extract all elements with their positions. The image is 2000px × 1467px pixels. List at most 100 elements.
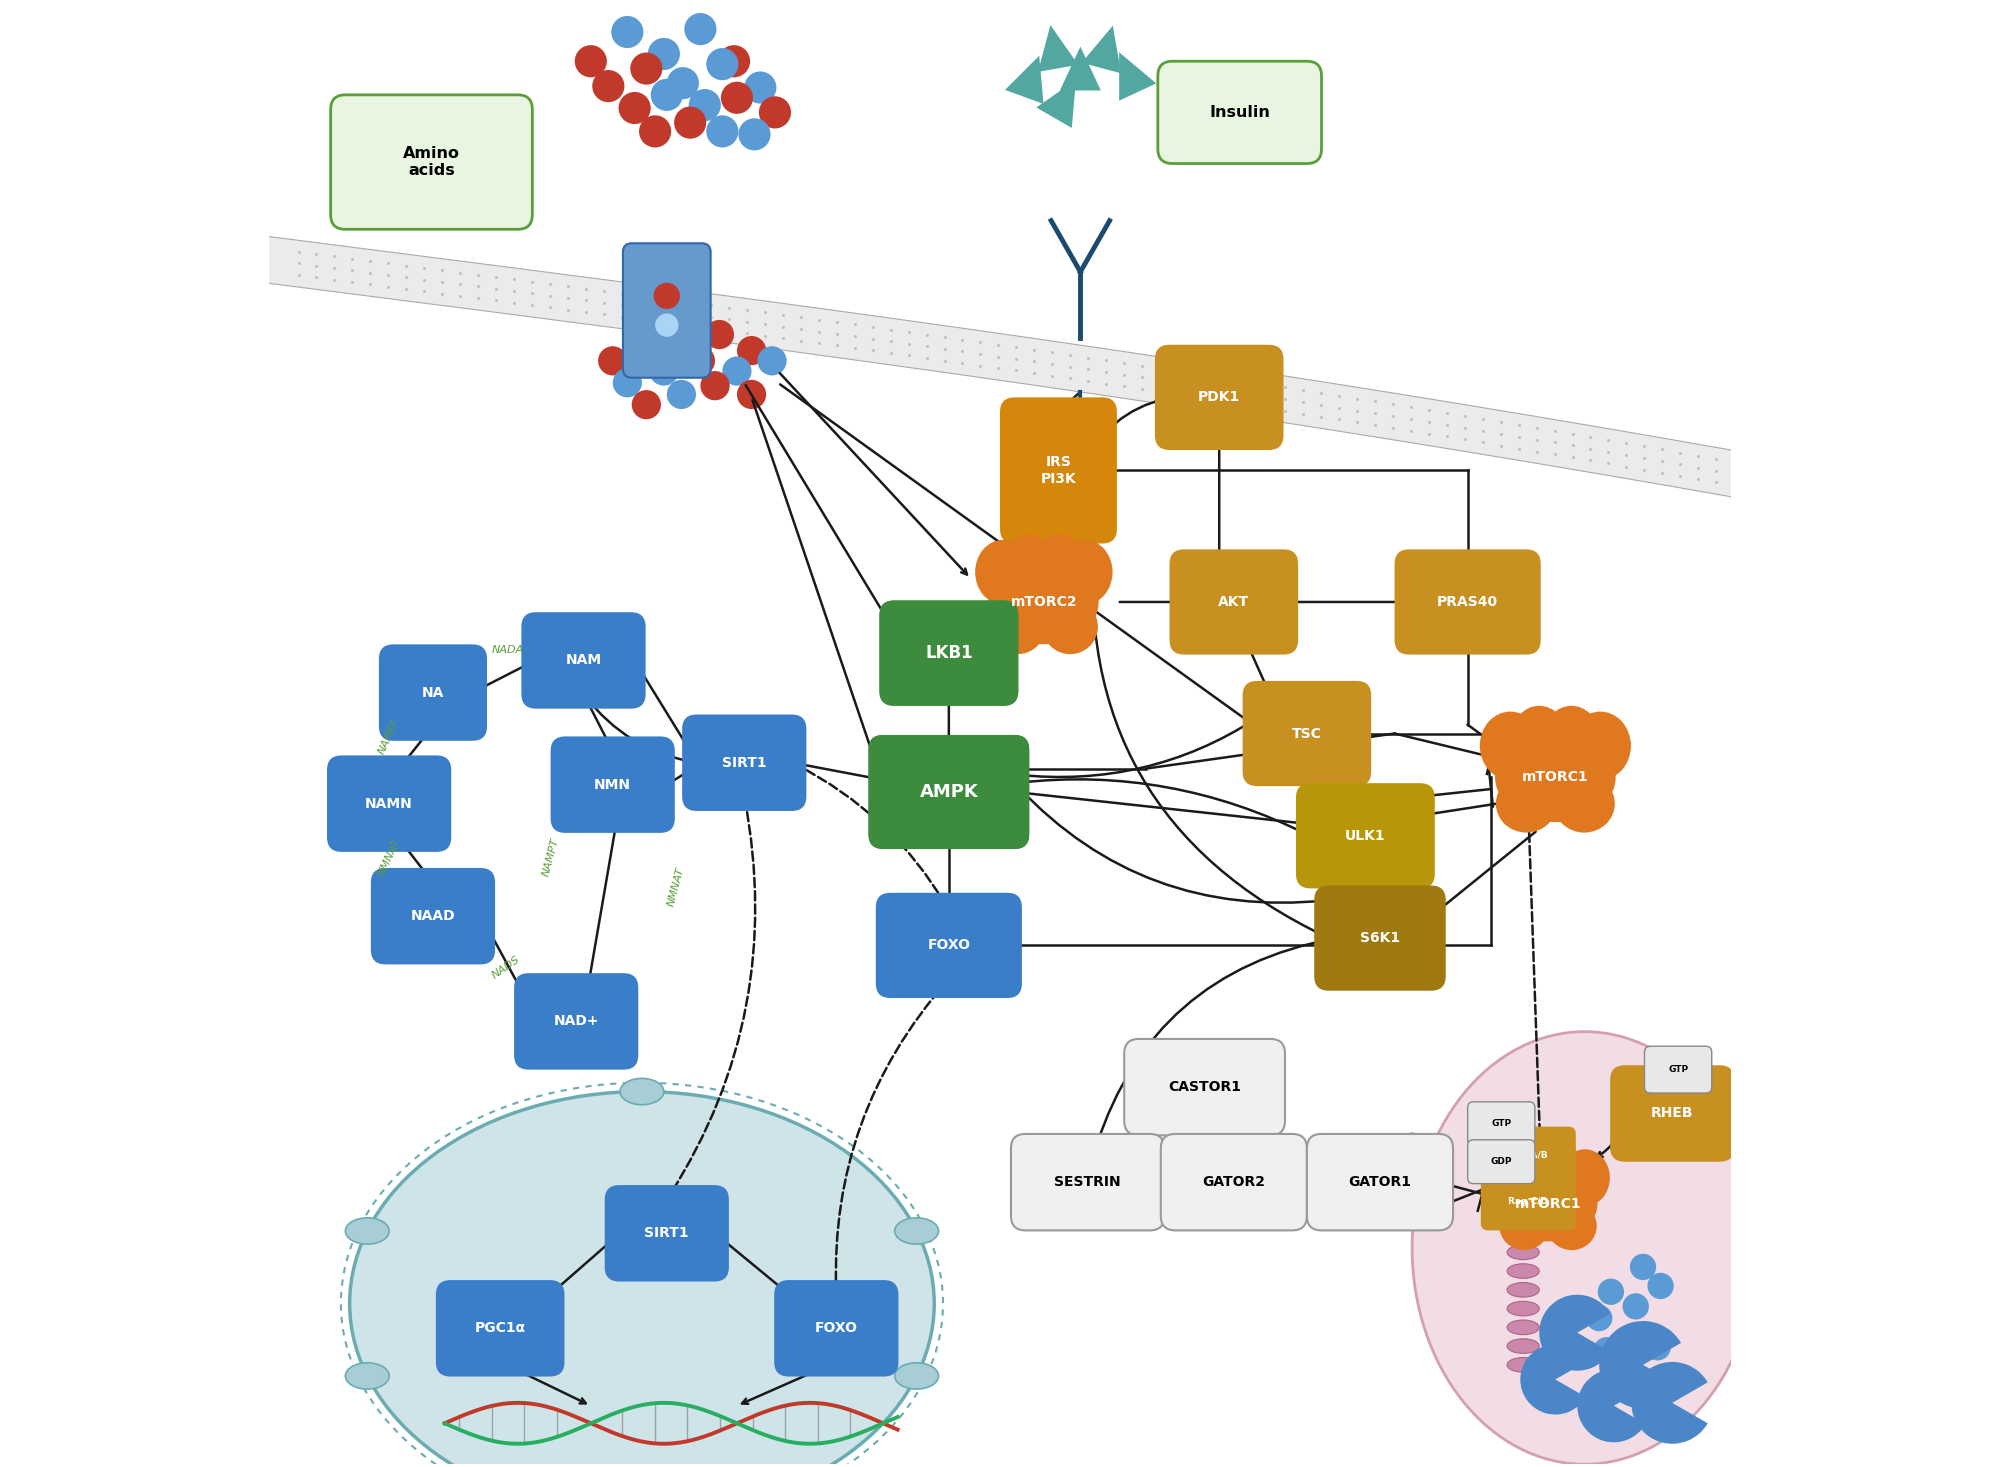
Circle shape bbox=[738, 119, 770, 151]
Text: RHEB: RHEB bbox=[1652, 1106, 1694, 1121]
Circle shape bbox=[1242, 1105, 1260, 1122]
Polygon shape bbox=[270, 236, 1730, 497]
Text: IRS
PI3K: IRS PI3K bbox=[1040, 455, 1076, 486]
Text: ULK1: ULK1 bbox=[1346, 829, 1386, 844]
Circle shape bbox=[1392, 1147, 1412, 1168]
Circle shape bbox=[1630, 1254, 1656, 1281]
FancyBboxPatch shape bbox=[880, 600, 1018, 706]
Text: NADA: NADA bbox=[492, 645, 524, 656]
Circle shape bbox=[674, 107, 706, 139]
Ellipse shape bbox=[1496, 775, 1556, 833]
Ellipse shape bbox=[1042, 600, 1098, 654]
Text: AKT: AKT bbox=[1218, 596, 1250, 609]
Circle shape bbox=[1210, 1099, 1228, 1116]
Circle shape bbox=[684, 13, 716, 45]
Ellipse shape bbox=[1508, 1357, 1540, 1372]
Text: NAMPT: NAMPT bbox=[542, 838, 562, 877]
Polygon shape bbox=[1120, 53, 1156, 101]
Polygon shape bbox=[1038, 25, 1078, 72]
FancyBboxPatch shape bbox=[1644, 1046, 1712, 1093]
Circle shape bbox=[720, 82, 754, 114]
FancyBboxPatch shape bbox=[876, 893, 1022, 998]
Circle shape bbox=[648, 38, 680, 70]
Text: PDK1: PDK1 bbox=[1198, 390, 1240, 405]
Circle shape bbox=[634, 327, 664, 356]
Ellipse shape bbox=[1508, 1339, 1540, 1354]
Text: PRAS40: PRAS40 bbox=[1438, 596, 1498, 609]
Text: LKB1: LKB1 bbox=[928, 645, 968, 660]
Polygon shape bbox=[1036, 79, 1076, 128]
FancyBboxPatch shape bbox=[514, 973, 638, 1069]
Circle shape bbox=[1598, 1279, 1624, 1306]
Ellipse shape bbox=[1508, 1263, 1540, 1278]
Text: Amino
acids: Amino acids bbox=[402, 145, 460, 179]
Ellipse shape bbox=[1500, 1201, 1550, 1250]
FancyBboxPatch shape bbox=[1124, 1039, 1284, 1135]
Wedge shape bbox=[1540, 1295, 1610, 1370]
Ellipse shape bbox=[1546, 1201, 1596, 1250]
Circle shape bbox=[612, 368, 642, 398]
Polygon shape bbox=[1060, 47, 1100, 91]
Ellipse shape bbox=[1412, 1031, 1758, 1464]
Text: Rag C/D: Rag C/D bbox=[1508, 1197, 1548, 1206]
FancyBboxPatch shape bbox=[868, 735, 1030, 849]
Circle shape bbox=[736, 380, 766, 409]
Text: GATOR1: GATOR1 bbox=[1348, 1175, 1412, 1190]
Ellipse shape bbox=[1004, 534, 1054, 594]
Ellipse shape bbox=[1560, 1149, 1610, 1206]
Ellipse shape bbox=[346, 1218, 390, 1244]
Text: NAM: NAM bbox=[566, 653, 602, 667]
Text: NAD+: NAD+ bbox=[554, 1014, 598, 1028]
FancyBboxPatch shape bbox=[1306, 1134, 1454, 1231]
Text: NMN: NMN bbox=[594, 778, 632, 792]
FancyBboxPatch shape bbox=[370, 868, 496, 964]
Ellipse shape bbox=[620, 1078, 664, 1105]
Text: Insulin: Insulin bbox=[1210, 104, 1270, 120]
Circle shape bbox=[632, 390, 660, 420]
Circle shape bbox=[666, 380, 696, 409]
Text: NAAD: NAAD bbox=[410, 910, 456, 923]
Ellipse shape bbox=[1508, 1320, 1540, 1335]
FancyBboxPatch shape bbox=[1170, 549, 1298, 654]
Circle shape bbox=[1644, 1334, 1670, 1360]
Text: AMPK: AMPK bbox=[920, 783, 978, 801]
Circle shape bbox=[650, 356, 678, 386]
Text: GATOR2: GATOR2 bbox=[1202, 1175, 1266, 1190]
Text: GTP: GTP bbox=[1492, 1119, 1512, 1128]
Circle shape bbox=[688, 89, 720, 122]
Wedge shape bbox=[1520, 1344, 1586, 1414]
Ellipse shape bbox=[350, 1091, 934, 1467]
Text: CASTOR1: CASTOR1 bbox=[1168, 1080, 1242, 1094]
Circle shape bbox=[700, 371, 730, 400]
Circle shape bbox=[758, 97, 792, 129]
FancyBboxPatch shape bbox=[1242, 681, 1372, 786]
Wedge shape bbox=[1600, 1320, 1682, 1408]
FancyBboxPatch shape bbox=[378, 644, 488, 741]
Text: NAMN: NAMN bbox=[366, 797, 412, 811]
Text: mTORC1: mTORC1 bbox=[1522, 770, 1588, 785]
Circle shape bbox=[722, 356, 752, 386]
Ellipse shape bbox=[1498, 1166, 1598, 1241]
Circle shape bbox=[1622, 1294, 1648, 1319]
Text: NA: NA bbox=[422, 685, 444, 700]
Text: mTORC1: mTORC1 bbox=[1514, 1197, 1582, 1212]
FancyBboxPatch shape bbox=[436, 1281, 564, 1376]
FancyBboxPatch shape bbox=[330, 95, 532, 229]
Circle shape bbox=[1432, 1144, 1454, 1165]
Circle shape bbox=[1414, 1162, 1434, 1182]
Ellipse shape bbox=[1032, 534, 1084, 594]
Circle shape bbox=[668, 339, 698, 368]
Circle shape bbox=[666, 67, 698, 100]
FancyBboxPatch shape bbox=[1468, 1140, 1534, 1184]
Circle shape bbox=[1226, 1090, 1242, 1108]
Text: SESTRIN: SESTRIN bbox=[1054, 1175, 1120, 1190]
Circle shape bbox=[640, 116, 672, 148]
Circle shape bbox=[618, 92, 650, 125]
Circle shape bbox=[1210, 1119, 1228, 1137]
Circle shape bbox=[744, 72, 776, 104]
Text: PGC1α: PGC1α bbox=[474, 1322, 526, 1335]
Ellipse shape bbox=[1496, 732, 1616, 822]
FancyBboxPatch shape bbox=[622, 244, 710, 377]
FancyBboxPatch shape bbox=[1154, 345, 1284, 450]
Ellipse shape bbox=[990, 560, 1098, 644]
